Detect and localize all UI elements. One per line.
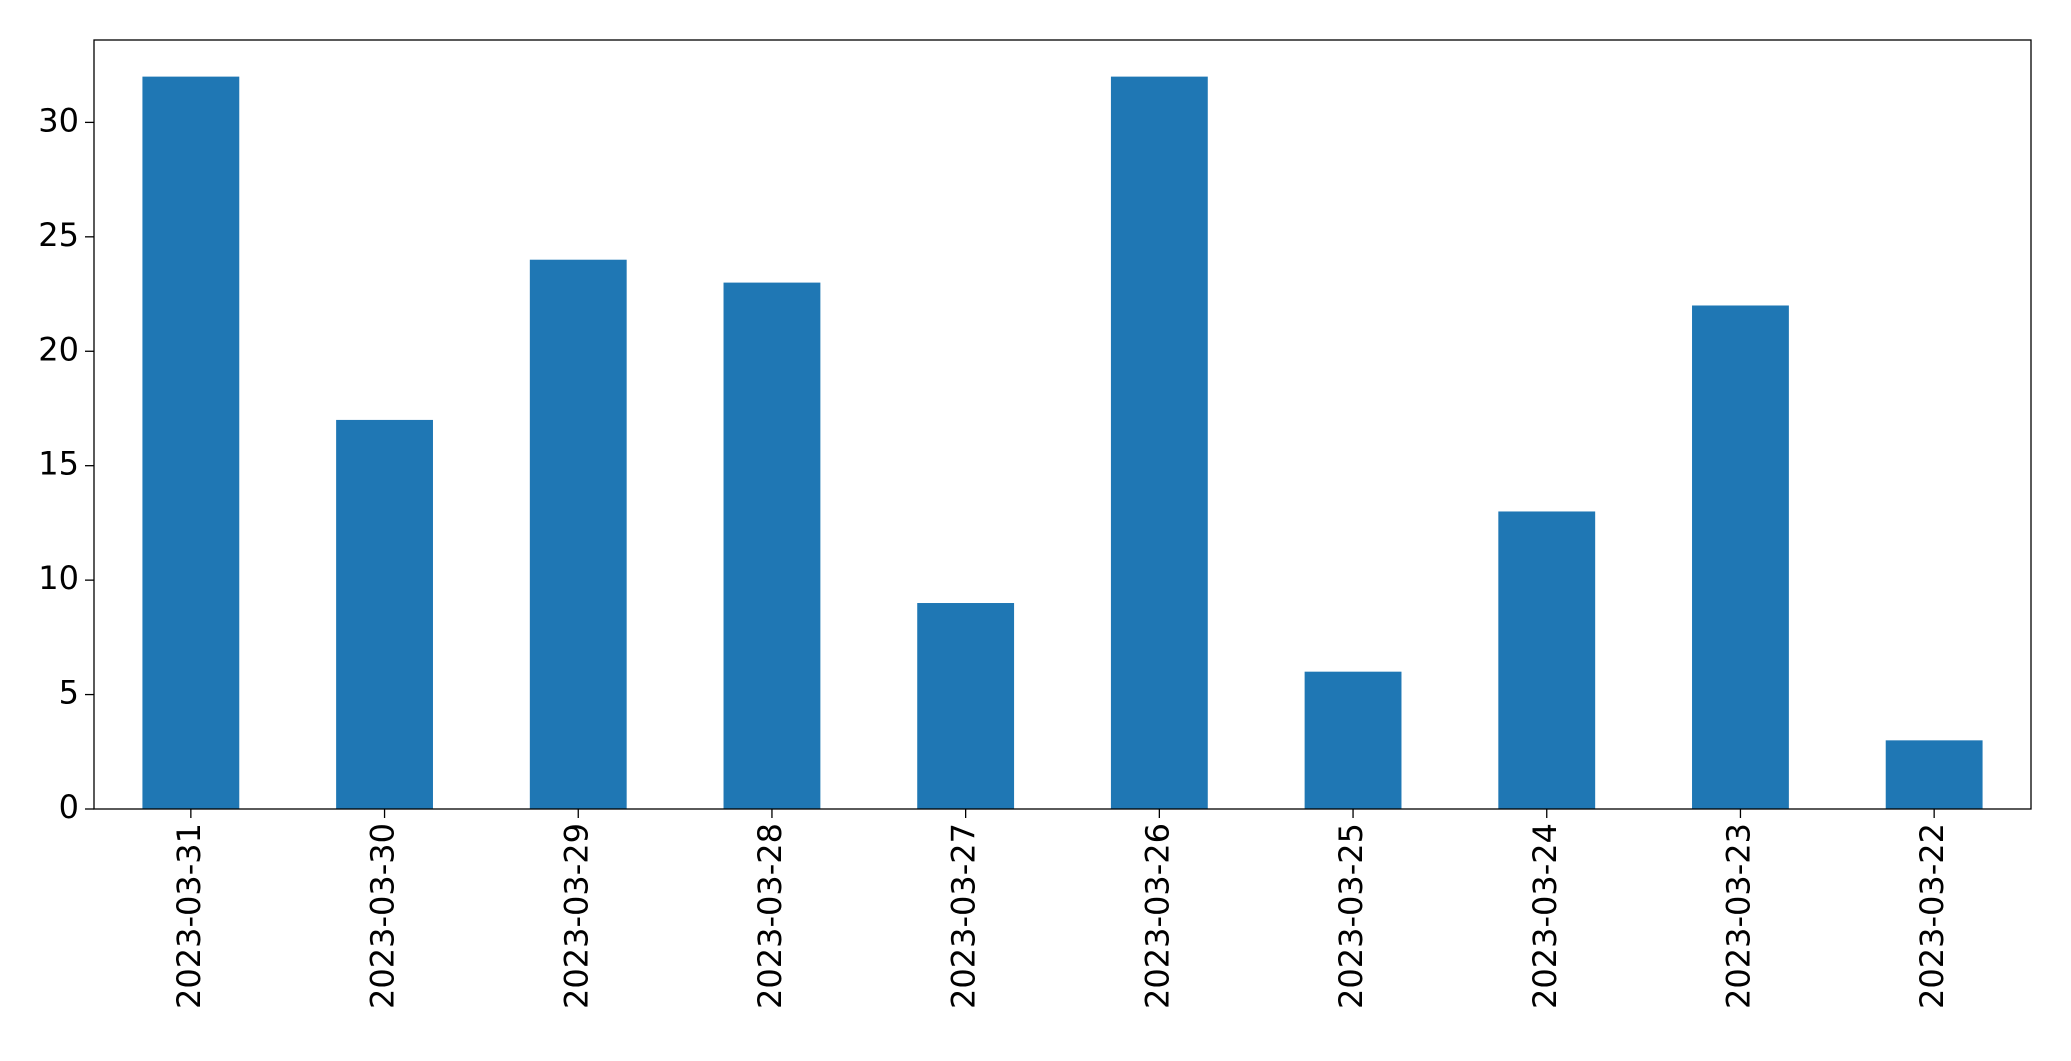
y-tick-label: 25	[38, 216, 79, 254]
bar	[917, 603, 1015, 809]
x-tick-label: 2023-03-27	[945, 823, 983, 1009]
bar	[1498, 511, 1596, 809]
y-tick-label: 10	[38, 559, 79, 597]
x-tick-label: 2023-03-30	[364, 823, 402, 1009]
x-tick-label: 2023-03-24	[1526, 823, 1564, 1009]
bar	[336, 419, 433, 809]
bar	[1304, 671, 1402, 809]
y-tick-label: 5	[59, 674, 79, 712]
y-tick-label: 0	[59, 788, 79, 826]
y-tick-label: 20	[38, 330, 79, 368]
x-tick-label: 2023-03-31	[170, 823, 208, 1009]
bar	[142, 76, 240, 810]
x-tick-label: 2023-03-26	[1138, 823, 1176, 1009]
bar	[1110, 76, 1208, 810]
bar	[1692, 305, 1789, 809]
y-tick-label: 15	[38, 445, 79, 483]
x-tick-label: 2023-03-28	[751, 823, 789, 1009]
x-tick-label: 2023-03-22	[1913, 823, 1951, 1009]
x-tick-label: 2023-03-29	[557, 823, 595, 1009]
x-tick-label: 2023-03-23	[1719, 823, 1757, 1009]
y-tick-label: 30	[38, 101, 79, 139]
plot-frame	[93, 39, 2032, 810]
bar	[723, 282, 821, 809]
bar	[529, 259, 627, 809]
bar	[1885, 740, 1983, 809]
x-tick-label: 2023-03-25	[1332, 823, 1370, 1009]
